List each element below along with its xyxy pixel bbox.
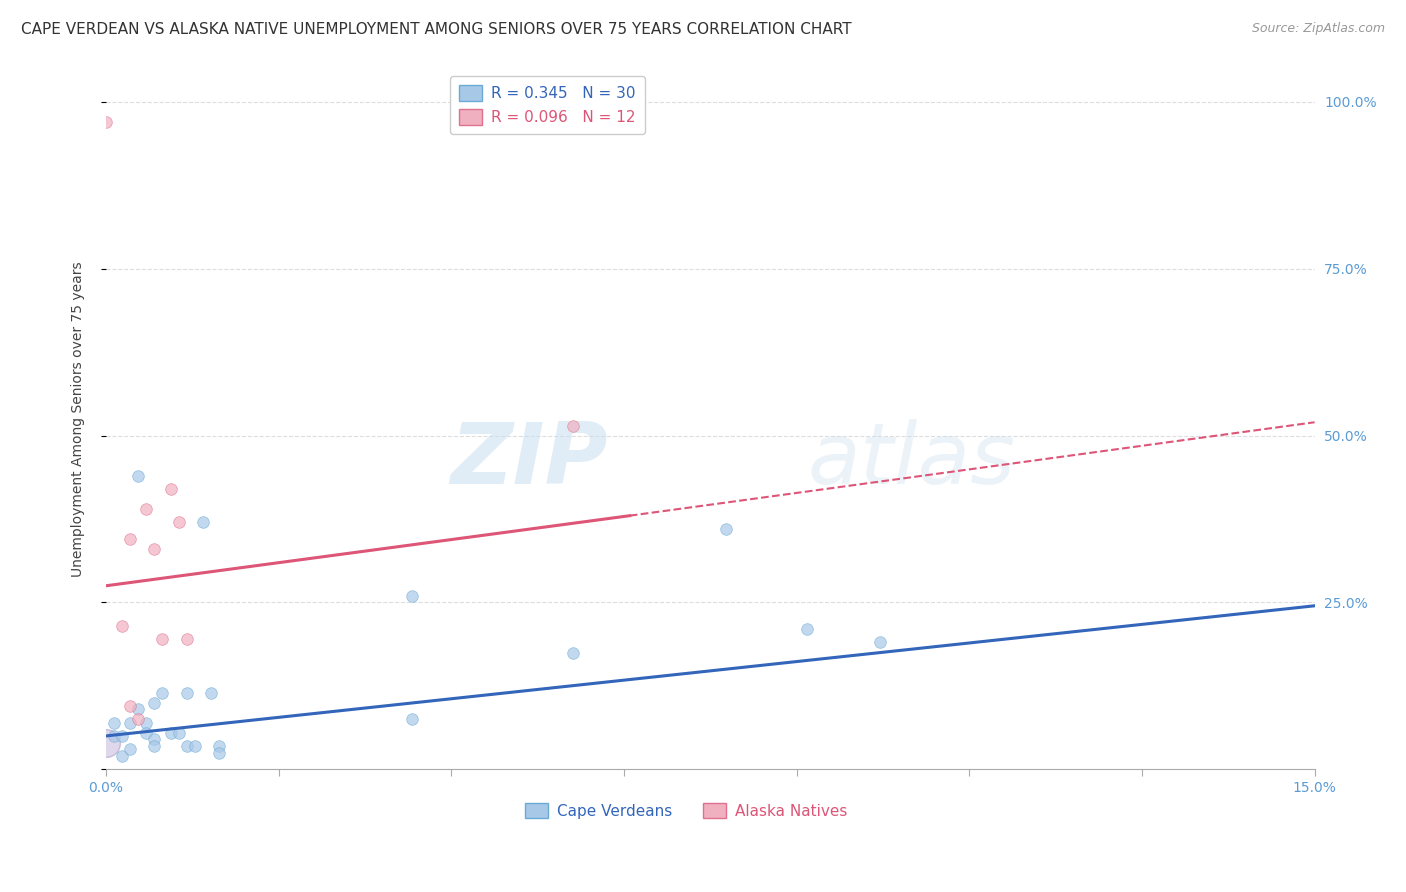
Point [796, 622, 818, 636]
Point [127, 702, 149, 716]
Text: Source: ZipAtlas.com: Source: ZipAtlas.com [1251, 22, 1385, 36]
Text: ZIP: ZIP [450, 419, 607, 502]
Point [200, 685, 222, 699]
Point [127, 712, 149, 726]
Point [401, 589, 423, 603]
Point [103, 715, 125, 730]
Point [191, 516, 214, 530]
Point [176, 685, 198, 699]
Point [127, 468, 149, 483]
Point [120, 715, 142, 730]
Point [562, 418, 585, 433]
Point [120, 742, 142, 756]
Point [143, 739, 166, 753]
Point [143, 696, 166, 710]
Point [111, 619, 134, 633]
Point [167, 725, 190, 739]
Point [562, 646, 585, 660]
Point [120, 532, 142, 546]
Text: atlas: atlas [807, 419, 1015, 502]
Point [111, 729, 134, 743]
Point [176, 632, 198, 647]
Point [143, 542, 166, 557]
Point [111, 748, 134, 763]
Point [135, 502, 157, 516]
Point [159, 725, 181, 739]
Text: CAPE VERDEAN VS ALASKA NATIVE UNEMPLOYMENT AMONG SENIORS OVER 75 YEARS CORRELATI: CAPE VERDEAN VS ALASKA NATIVE UNEMPLOYME… [21, 22, 852, 37]
Point [135, 715, 157, 730]
Y-axis label: Unemployment Among Seniors over 75 years: Unemployment Among Seniors over 75 years [72, 261, 86, 577]
Point [94, 736, 117, 750]
Point [94, 115, 117, 129]
Point [120, 698, 142, 713]
Legend: Cape Verdeans, Alaska Natives: Cape Verdeans, Alaska Natives [519, 797, 853, 825]
Point [176, 739, 198, 753]
Point [167, 516, 190, 530]
Point [401, 712, 423, 726]
Point [208, 739, 231, 753]
Point [152, 632, 174, 647]
Point [103, 729, 125, 743]
Point [135, 725, 157, 739]
Point [869, 635, 891, 649]
Point [183, 739, 205, 753]
Point [143, 732, 166, 747]
Point [208, 746, 231, 760]
Point [152, 685, 174, 699]
Point [159, 482, 181, 496]
Point [716, 522, 738, 536]
